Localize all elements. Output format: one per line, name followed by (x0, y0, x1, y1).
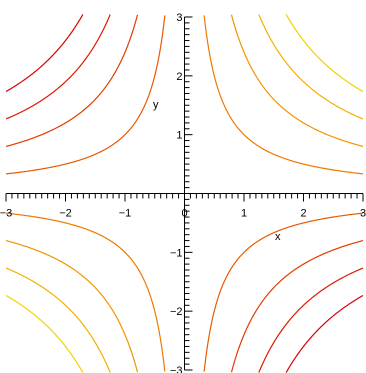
y-tick-label: −3 (170, 365, 183, 373)
y-axis-tick-labels: −3 −2 −1 1 2 3 (170, 12, 183, 373)
y-axis-ticks (184, 16, 193, 371)
x-tick-label: 0 (181, 208, 187, 220)
contour-line (258, 267, 364, 373)
contour-line (5, 239, 139, 373)
x-axis-tick-labels: −3 −2 −1 0 1 2 3 (0, 208, 366, 220)
y-tick-label: 3 (176, 12, 182, 24)
contour-line (203, 15, 364, 175)
x-tick-label: 2 (300, 208, 306, 220)
y-tick-label: −1 (170, 247, 183, 259)
x-tick-label: −3 (0, 208, 12, 220)
contour-line (5, 14, 111, 120)
contour-line (230, 239, 364, 373)
axes: −3 −2 −1 0 1 2 3 −3 −2 −1 1 2 3 (0, 12, 366, 373)
y-tick-label: 1 (176, 130, 182, 142)
contour-line (230, 14, 364, 148)
contour-line (5, 294, 84, 373)
contour-line (5, 14, 139, 148)
x-tick-label: −1 (119, 208, 132, 220)
y-tick-label: 2 (176, 71, 182, 83)
contour-line (5, 15, 166, 175)
contour-line (285, 294, 364, 373)
contour-line (5, 212, 166, 372)
contour-lines (5, 14, 364, 373)
x-tick-label: −2 (59, 208, 72, 220)
x-axis-title: x (275, 231, 281, 243)
contour-line (203, 212, 364, 372)
contour-line (258, 14, 364, 120)
x-axis-ticks (5, 193, 364, 202)
x-tick-label: 1 (241, 208, 247, 220)
x-tick-label: 3 (360, 208, 366, 220)
contour-line (285, 14, 364, 93)
y-tick-label: −2 (170, 306, 183, 318)
contour-line (5, 267, 111, 373)
y-axis-title: y (153, 99, 159, 111)
contour-line (5, 14, 84, 93)
